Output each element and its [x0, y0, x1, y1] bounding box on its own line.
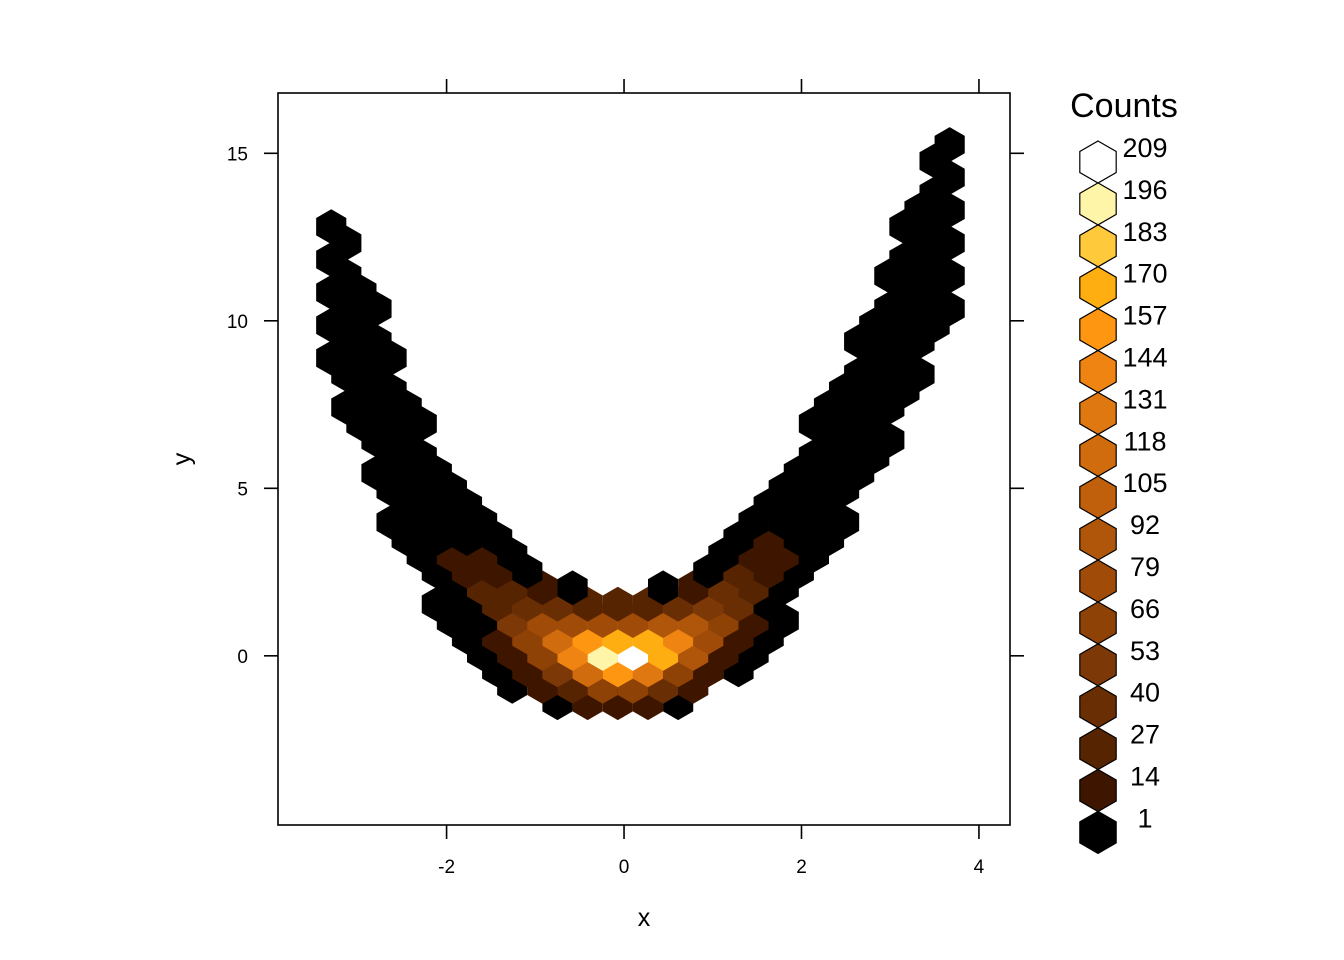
legend-label: 14 [1130, 762, 1160, 792]
y-tick-label: 10 [227, 312, 248, 333]
legend-label: 157 [1122, 301, 1167, 331]
legend-label: 105 [1122, 468, 1167, 498]
legend-swatch [1079, 349, 1117, 394]
hex-cell [934, 127, 965, 163]
legend-swatch [1079, 643, 1117, 687]
legend-label: 183 [1122, 217, 1167, 247]
y-tick-label: 0 [237, 647, 248, 668]
legend-swatch [1079, 266, 1117, 310]
plot-frame [277, 92, 1011, 826]
x-tick-label: -2 [438, 857, 455, 878]
y-tick-label: 15 [227, 144, 248, 165]
legend-label: 79 [1130, 552, 1160, 582]
x-axis-title: x [638, 904, 651, 932]
legend-label: 92 [1130, 510, 1160, 540]
legend-label: 27 [1130, 720, 1160, 750]
x-tick-label: 2 [796, 857, 807, 878]
x-tick-label: 0 [619, 857, 630, 878]
y-tick-label: 5 [237, 479, 248, 500]
hex-cell [602, 586, 633, 622]
legend-swatch [1079, 224, 1117, 268]
hex-cell [557, 570, 588, 606]
legend-label: 131 [1122, 384, 1167, 414]
legend-label: 170 [1122, 259, 1167, 289]
legend-title: Counts [1070, 87, 1178, 125]
legend-label: 118 [1123, 426, 1166, 456]
legend-swatch [1079, 433, 1117, 477]
hex-cell [647, 570, 679, 606]
legend-swatch [1079, 391, 1117, 436]
legend: Counts 209 196 183 170 157 144 131 118 105 92 79 66… [1070, 87, 1178, 855]
legend-swatch [1079, 475, 1117, 519]
legend-label: 66 [1130, 594, 1160, 624]
legend-label: 53 [1130, 636, 1160, 666]
legend-swatch [1079, 685, 1117, 729]
legend-swatch [1079, 140, 1117, 184]
legend-swatch [1079, 182, 1117, 226]
legend-swatch [1079, 559, 1117, 603]
legend-swatch [1079, 601, 1117, 645]
hex-cell [316, 209, 347, 245]
legend-label: 209 [1122, 133, 1167, 163]
legend-label: 144 [1122, 343, 1167, 373]
legend-swatch [1079, 307, 1117, 352]
legend-swatch [1079, 768, 1117, 813]
legend-label: 196 [1122, 175, 1167, 205]
legend-swatch [1079, 517, 1117, 561]
legend-swatch [1079, 726, 1117, 771]
x-tick-label: 4 [974, 857, 985, 878]
hexbin-cells [316, 127, 965, 721]
axes: -2 0 2 4 0 5 10 15 [227, 79, 1024, 878]
legend-label: 1 [1137, 803, 1152, 833]
y-axis-title: y [168, 452, 196, 465]
legend-label: 40 [1130, 678, 1160, 708]
legend-swatch [1079, 810, 1117, 855]
